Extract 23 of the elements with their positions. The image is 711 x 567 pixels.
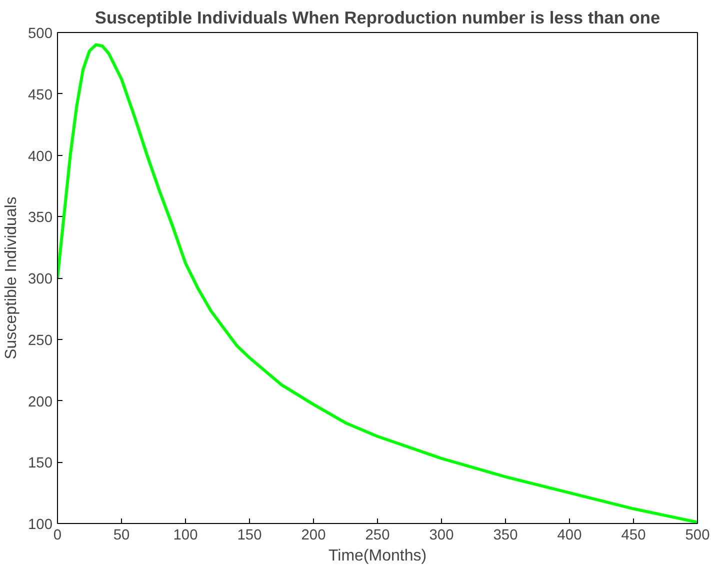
x-tick-label: 250 bbox=[365, 528, 390, 544]
y-tick-label: 450 bbox=[28, 87, 53, 104]
x-tick-label: 300 bbox=[429, 528, 454, 544]
x-tick-label: 100 bbox=[173, 528, 198, 544]
y-tick-label: 200 bbox=[28, 394, 53, 410]
y-tick-label: 100 bbox=[28, 517, 53, 533]
x-tick-label: 0 bbox=[53, 528, 62, 544]
y-tick-label: 500 bbox=[28, 26, 53, 42]
y-tick-label: 300 bbox=[28, 272, 53, 288]
x-tick-label: 150 bbox=[237, 528, 262, 544]
y-tick-label: 350 bbox=[28, 210, 53, 226]
x-tick-label: 450 bbox=[621, 528, 646, 544]
x-tick-label: 200 bbox=[301, 528, 326, 544]
x-tick-label: 350 bbox=[493, 528, 518, 544]
chart-title: Susceptible Individuals When Reproduction number is less than one bbox=[94, 8, 660, 28]
x-tick-label: 500 bbox=[685, 528, 710, 544]
x-axis-title: Time(Months) bbox=[328, 548, 427, 564]
x-tick-label: 50 bbox=[113, 528, 130, 544]
y-axis-title: Susceptible Individuals bbox=[3, 196, 20, 360]
y-tick-label: 250 bbox=[28, 332, 53, 349]
y-tick-label: 400 bbox=[28, 148, 53, 165]
y-tick-label: 150 bbox=[28, 456, 53, 472]
x-tick-label: 400 bbox=[557, 528, 582, 544]
